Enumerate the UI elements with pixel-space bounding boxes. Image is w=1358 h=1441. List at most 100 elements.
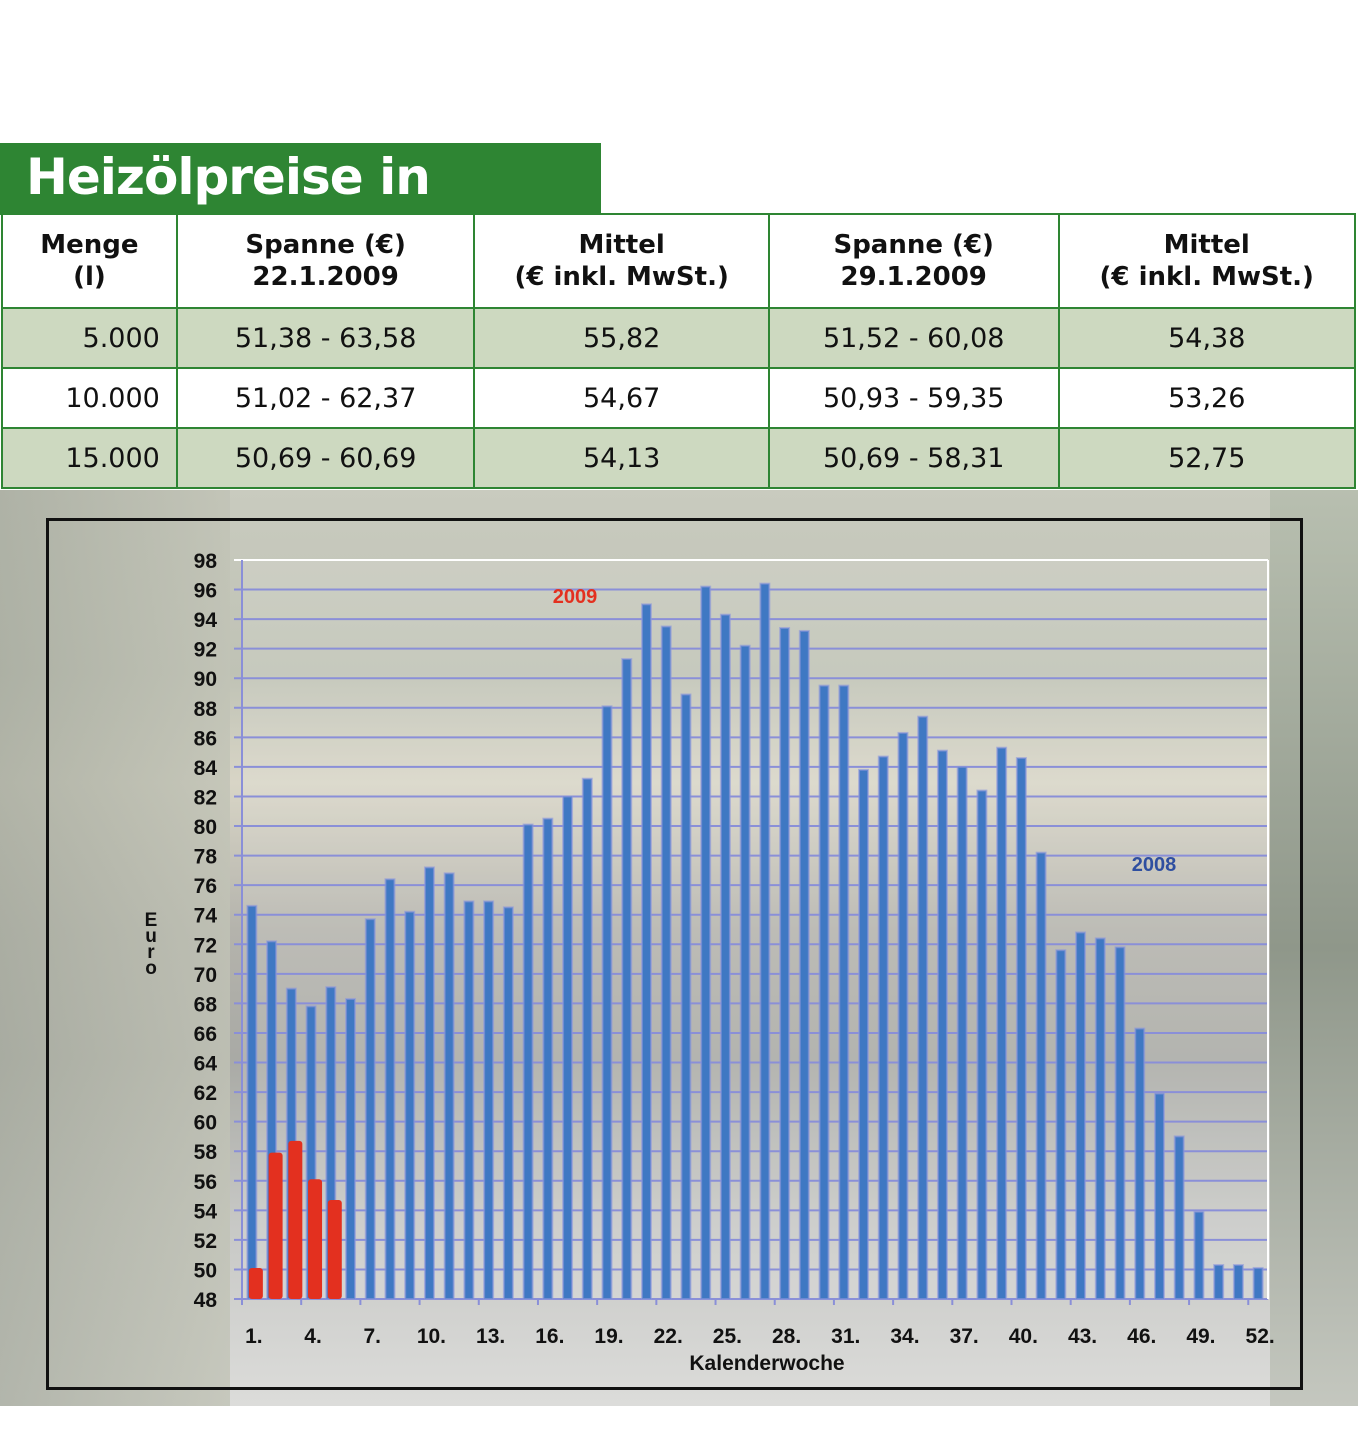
x-tick-label: 10. (417, 1325, 446, 1348)
table-row: 5.000 51,38 - 63,58 55,82 51,52 - 60,08 … (1, 307, 1356, 369)
bar-2009 (248, 1267, 263, 1299)
cell-mittel-2: 54,38 (1057, 307, 1356, 369)
annotation-2009: 2009 (553, 586, 598, 608)
bar-2008 (1213, 1264, 1225, 1300)
bar-2008 (640, 603, 652, 1300)
y-tick-label: 98 (194, 550, 218, 573)
plot-area (242, 560, 1268, 1299)
bar-2008 (818, 684, 830, 1300)
bar-2008 (443, 872, 455, 1300)
cell-menge: 5.000 (1, 307, 178, 369)
y-tick-label: 74 (194, 905, 218, 928)
y-tick-label: 82 (194, 786, 217, 809)
bar-2008 (1134, 1027, 1146, 1300)
x-tick-label: 22. (654, 1325, 683, 1348)
bar-2008 (601, 705, 613, 1300)
header-spanne-2: Spanne (€) 29.1.2009 (767, 213, 1060, 309)
x-tick-label: 1. (245, 1325, 263, 1348)
cell-mittel-1: 55,82 (473, 307, 770, 369)
cell-menge: 15.000 (1, 427, 178, 489)
cell-mittel-2: 52,75 (1057, 427, 1356, 489)
cell-spanne-1: 51,02 - 62,37 (175, 367, 476, 429)
bar-2008 (1035, 851, 1047, 1300)
y-tick-label: 56 (194, 1171, 217, 1194)
x-tick-label: 7. (363, 1325, 381, 1348)
bar-2008 (345, 997, 357, 1300)
bar-2008 (522, 823, 534, 1300)
bar-2008 (1252, 1266, 1264, 1301)
x-tick-label: 28. (772, 1325, 801, 1348)
y-tick-label: 72 (194, 934, 217, 957)
bar-2008 (502, 906, 514, 1301)
y-axis-label-letter: r (147, 942, 155, 963)
bar-2009 (288, 1140, 303, 1299)
bar-2008 (621, 658, 633, 1300)
bar-2008 (798, 629, 810, 1300)
y-tick-label: 64 (194, 1053, 218, 1076)
y-axis-label-letter: E (145, 910, 158, 931)
y-tick-label: 66 (194, 1023, 217, 1046)
cell-spanne-1: 50,69 - 60,69 (175, 427, 476, 489)
bar-2008 (660, 625, 672, 1300)
y-tick-label: 94 (194, 609, 218, 632)
bar-2008 (719, 613, 731, 1300)
background-photo-left (0, 490, 230, 1406)
bar-2008 (562, 795, 574, 1300)
x-tick-label: 13. (476, 1325, 505, 1348)
bar-2008 (680, 693, 692, 1300)
bar-2008 (542, 817, 554, 1301)
bar-2008 (956, 765, 968, 1300)
x-axis-label: Kalenderwoche (689, 1352, 844, 1375)
x-tick-label: 19. (594, 1325, 623, 1348)
y-tick-label: 84 (194, 757, 218, 780)
bar-2008 (364, 918, 376, 1300)
header-spanne-1: Spanne (€) 22.1.2009 (175, 213, 476, 309)
header-menge: Menge (l) (1, 213, 178, 309)
bar-2008 (463, 900, 475, 1301)
bar-2008 (384, 878, 396, 1300)
cell-spanne-2: 50,93 - 59,35 (767, 367, 1060, 429)
y-tick-label: 62 (194, 1082, 217, 1105)
bar-2009 (268, 1152, 283, 1299)
y-tick-label: 78 (194, 846, 218, 869)
y-tick-label: 54 (194, 1200, 218, 1223)
bar-2008 (739, 644, 751, 1300)
y-tick-label: 60 (194, 1112, 217, 1135)
bar-2008 (996, 746, 1008, 1300)
table-header-row: Menge (l) Spanne (€) 22.1.2009 Mittel (€ in… (1, 213, 1356, 309)
bar-2008 (1173, 1135, 1185, 1301)
y-tick-label: 76 (194, 875, 217, 898)
chart-frame (46, 518, 1303, 1390)
cell-mittel-1: 54,13 (473, 427, 770, 489)
bar-2008 (423, 866, 435, 1300)
x-tick-label: 31. (831, 1325, 860, 1348)
cell-mittel-2: 53,26 (1057, 367, 1356, 429)
y-tick-label: 80 (194, 816, 217, 839)
bar-2008 (1114, 946, 1126, 1301)
y-axis-label-letter: u (145, 926, 157, 947)
bar-2008 (1193, 1210, 1205, 1300)
y-tick-label: 86 (194, 727, 217, 750)
y-tick-label: 88 (194, 698, 218, 721)
x-tick-label: 34. (890, 1325, 919, 1348)
bar-2009 (327, 1199, 342, 1299)
bar-2008 (483, 900, 495, 1301)
x-tick-label: 49. (1186, 1325, 1215, 1348)
x-tick-label: 4. (304, 1325, 322, 1348)
bar-2008 (759, 582, 771, 1300)
price-table: Menge (l) Spanne (€) 22.1.2009 Mittel (€ in… (1, 213, 1356, 489)
bar-2009 (308, 1179, 323, 1299)
bar-2008 (976, 789, 988, 1300)
annotation-2008: 2008 (1132, 854, 1177, 876)
y-tick-label: 70 (194, 964, 217, 987)
bar-2008 (404, 910, 416, 1300)
bar-2008 (917, 715, 929, 1300)
bar-2008 (246, 904, 258, 1300)
background-photo-right (1270, 490, 1358, 1406)
x-tick-label: 40. (1009, 1325, 1038, 1348)
bar-2008 (877, 755, 889, 1300)
bar-2008 (936, 749, 948, 1300)
y-tick-label: 48 (194, 1289, 218, 1312)
bar-2008 (1015, 757, 1027, 1300)
